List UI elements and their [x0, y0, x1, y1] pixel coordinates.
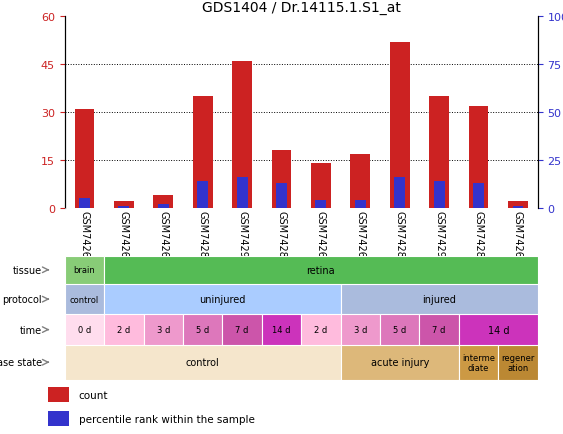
Text: 5 d: 5 d [393, 326, 406, 334]
Bar [65, 256, 104, 284]
Text: uninjured: uninjured [199, 295, 245, 304]
Text: acute injury: acute injury [370, 358, 429, 367]
Text: control: control [186, 358, 220, 367]
Bar [508, 202, 528, 208]
Bar [48, 411, 69, 426]
Text: brain: brain [74, 266, 95, 275]
Bar [48, 387, 69, 403]
Bar [65, 345, 341, 380]
Bar [390, 43, 409, 208]
Bar [233, 62, 252, 208]
Text: percentile rank within the sample: percentile rank within the sample [79, 414, 254, 424]
Text: GSM74262: GSM74262 [158, 210, 168, 264]
Bar [144, 315, 183, 345]
Text: GSM74282: GSM74282 [198, 210, 208, 264]
Bar [459, 315, 538, 345]
Bar [65, 315, 104, 345]
Text: GSM74267: GSM74267 [513, 210, 523, 264]
Bar [311, 164, 331, 208]
Bar [394, 178, 405, 208]
Bar [104, 315, 144, 345]
Text: 2 d: 2 d [314, 326, 328, 334]
Bar [65, 284, 104, 315]
Bar [104, 284, 341, 315]
Text: GSM74292: GSM74292 [237, 210, 247, 264]
Bar [498, 345, 538, 380]
Bar [419, 315, 459, 345]
Text: disease state: disease state [0, 358, 42, 367]
Text: 14 d: 14 d [272, 326, 291, 334]
Text: GSM74265: GSM74265 [316, 210, 326, 264]
Text: interme
diate: interme diate [462, 353, 495, 372]
Bar [153, 196, 173, 208]
Bar [341, 315, 380, 345]
Text: control: control [70, 295, 99, 304]
Text: retina: retina [307, 265, 335, 275]
Bar [79, 199, 90, 208]
Text: time: time [20, 325, 42, 335]
Bar [341, 345, 459, 380]
Text: GSM74295: GSM74295 [434, 210, 444, 264]
Text: 14 d: 14 d [488, 325, 509, 335]
Text: GSM74260: GSM74260 [79, 210, 90, 263]
Text: GSM74261: GSM74261 [119, 210, 129, 263]
Bar [197, 181, 208, 208]
Bar [301, 315, 341, 345]
Text: GSM74284: GSM74284 [395, 210, 405, 263]
Text: GSM74288: GSM74288 [473, 210, 484, 263]
Bar [459, 345, 498, 380]
Text: 5 d: 5 d [196, 326, 209, 334]
Bar [74, 110, 95, 208]
Bar [262, 315, 301, 345]
Bar [118, 207, 129, 208]
Text: 2 d: 2 d [117, 326, 131, 334]
Text: tissue: tissue [13, 265, 42, 275]
Text: count: count [79, 390, 108, 400]
Bar [193, 97, 212, 208]
Bar [341, 284, 538, 315]
Bar [380, 315, 419, 345]
Text: GSM74264: GSM74264 [355, 210, 365, 263]
Bar [473, 184, 484, 208]
Text: 7 d: 7 d [432, 326, 446, 334]
Title: GDS1404 / Dr.14115.1.S1_at: GDS1404 / Dr.14115.1.S1_at [202, 1, 401, 15]
Bar [468, 106, 488, 208]
Text: 0 d: 0 d [78, 326, 91, 334]
Bar [222, 315, 262, 345]
Text: regener
ation: regener ation [501, 353, 535, 372]
Text: protocol: protocol [2, 295, 42, 304]
Bar [276, 184, 287, 208]
Bar [236, 178, 248, 208]
Text: 7 d: 7 d [235, 326, 249, 334]
Text: 3 d: 3 d [157, 326, 170, 334]
Text: GSM74286: GSM74286 [276, 210, 287, 263]
Bar [350, 154, 370, 208]
Bar [183, 315, 222, 345]
Text: 3 d: 3 d [354, 326, 367, 334]
Bar [271, 151, 292, 208]
Bar [512, 207, 524, 208]
Bar [114, 202, 133, 208]
Bar [315, 201, 327, 208]
Bar [355, 201, 366, 208]
Text: injured: injured [422, 295, 456, 304]
Bar [429, 97, 449, 208]
Bar [158, 204, 169, 208]
Bar [434, 181, 445, 208]
